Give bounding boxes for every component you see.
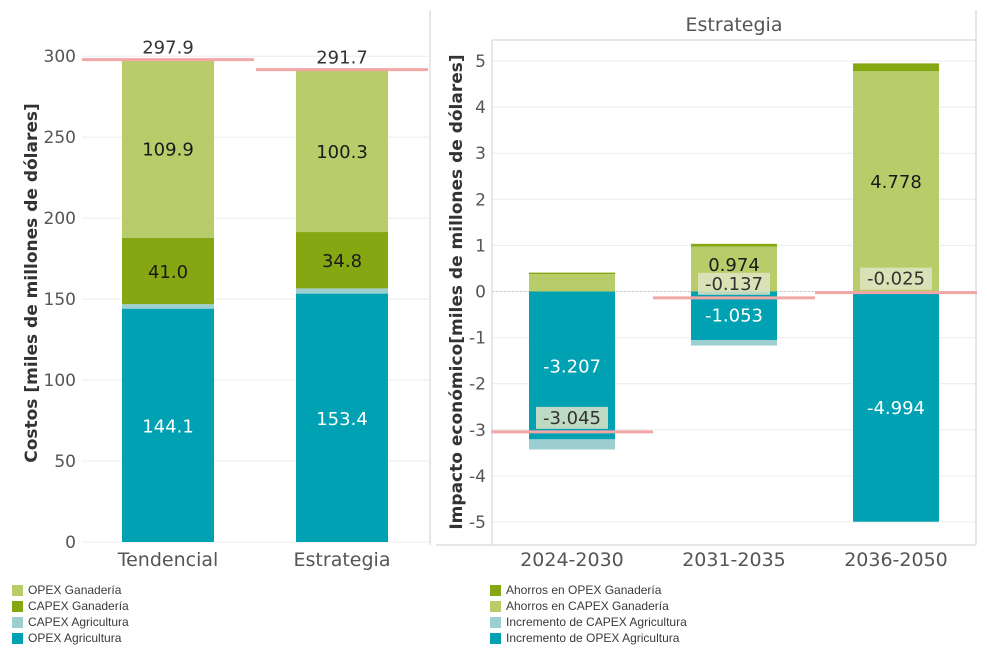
y-axis-label: Impacto económico[miles de millones de d…	[447, 54, 467, 529]
bar-value-label: -3.207	[543, 356, 601, 377]
bar-segment	[296, 288, 388, 294]
bar-segment	[122, 59, 214, 238]
x-tick-label: 2036-2050	[844, 549, 948, 571]
legend-item: Ahorros en OPEX Ganadería	[490, 582, 687, 598]
total-label: 297.9	[142, 38, 194, 59]
x-tick-label: Estrategia	[294, 549, 391, 571]
legend-label: CAPEX Ganadería	[28, 599, 129, 613]
bar-value-label: -1.053	[705, 306, 763, 327]
bar-segment	[122, 237, 214, 305]
y-axis-label: Costos [miles de millones de dólares]	[22, 103, 42, 463]
net-total-label: -0.137	[705, 274, 763, 295]
y-tick-label: 50	[54, 452, 76, 472]
bar-value-label: 0.974	[708, 255, 760, 276]
bar-segment	[296, 69, 388, 233]
y-tick-label: 5	[475, 52, 486, 72]
legend-label: Ahorros en OPEX Ganadería	[506, 583, 662, 597]
legend-label: OPEX Ganadería	[28, 583, 122, 597]
legend-item: Incremento de CAPEX Agricultura	[490, 614, 687, 630]
bar-segment	[691, 243, 777, 247]
bar-segment	[122, 308, 214, 542]
bar-segment	[853, 63, 939, 72]
bar-segment	[529, 273, 615, 292]
bar-segment	[296, 232, 388, 289]
bar-value-label: 100.3	[316, 142, 368, 163]
legend-left: OPEX Ganadería CAPEX Ganadería CAPEX Agr…	[12, 582, 129, 646]
bar-value-label: 109.9	[142, 140, 194, 161]
y-tick-label: -5	[469, 513, 486, 533]
y-tick-label: -4	[469, 467, 486, 487]
y-tick-label: -1	[469, 329, 486, 349]
legend-label: Incremento de OPEX Agricultura	[506, 631, 680, 645]
y-tick-label: 1	[475, 236, 486, 256]
x-tick-label: 2024-2030	[520, 549, 624, 571]
legend-item: CAPEX Agricultura	[12, 614, 129, 630]
net-label-bg	[860, 267, 932, 290]
y-tick-label: 250	[44, 128, 76, 148]
y-tick-label: 0	[65, 533, 76, 553]
y-tick-label: 2	[475, 190, 486, 210]
legend-swatch	[490, 584, 501, 596]
legend-item: OPEX Ganadería	[12, 582, 129, 598]
legend-item: Incremento de OPEX Agricultura	[490, 630, 687, 646]
y-tick-label: 0	[475, 283, 486, 303]
bar-segment	[853, 71, 939, 292]
bar-value-label: 4.778	[870, 172, 922, 193]
bar-segment	[529, 272, 615, 274]
x-tick-label: Tendencial	[117, 549, 219, 571]
net-label-bg	[536, 406, 608, 429]
y-tick-label: 150	[44, 290, 76, 310]
net-total-label: -3.045	[543, 408, 601, 429]
legend-label: CAPEX Agricultura	[28, 615, 129, 629]
bar-value-label: -4.994	[867, 398, 925, 419]
legend-item: OPEX Agricultura	[12, 630, 129, 646]
legend-right: Ahorros en OPEX Ganadería Ahorros en CAP…	[490, 582, 687, 646]
bar-segment	[529, 439, 615, 450]
legend-swatch	[12, 632, 23, 644]
bar-segment	[853, 291, 939, 522]
bar-value-label: 144.1	[142, 416, 194, 437]
y-tick-label: 100	[44, 371, 76, 391]
legend-swatch	[12, 584, 23, 596]
bar-segment	[691, 291, 777, 341]
y-tick-label: -3	[469, 421, 486, 441]
legend-label: Incremento de CAPEX Agricultura	[506, 615, 687, 629]
legend-swatch	[490, 600, 501, 612]
total-label: 291.7	[316, 48, 368, 69]
legend-label: OPEX Agricultura	[28, 631, 122, 645]
legend-swatch	[12, 616, 23, 628]
y-tick-label: 3	[475, 144, 486, 164]
y-tick-label: -2	[469, 375, 486, 395]
net-label-bg	[698, 272, 770, 295]
bar-segment	[296, 293, 388, 542]
y-tick-label: 4	[475, 98, 486, 118]
y-tick-label: 200	[44, 209, 76, 229]
legend-item: CAPEX Ganadería	[12, 598, 129, 614]
legend-label: Ahorros en CAPEX Ganadería	[506, 599, 669, 613]
legend-swatch	[12, 600, 23, 612]
bar-value-label: 34.8	[322, 251, 362, 272]
bar-value-label: 153.4	[316, 409, 368, 430]
y-tick-label: 300	[44, 47, 76, 67]
legend-swatch	[490, 616, 501, 628]
facet-title: Estrategia	[686, 14, 783, 36]
bar-segment	[691, 340, 777, 346]
net-total-label: -0.025	[867, 269, 925, 290]
bar-segment	[122, 304, 214, 309]
bar-value-label: 41.0	[148, 262, 188, 283]
legend-swatch	[490, 632, 501, 644]
x-tick-label: 2031-2035	[682, 549, 786, 571]
legend-item: Ahorros en CAPEX Ganadería	[490, 598, 687, 614]
